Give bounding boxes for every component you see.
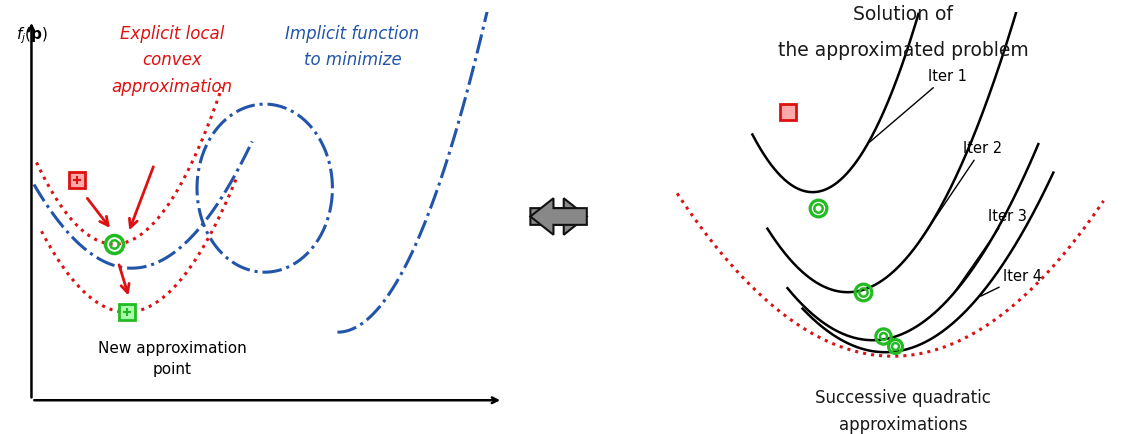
- Text: Explicit local
convex
approximation: Explicit local convex approximation: [112, 25, 233, 95]
- Text: Successive quadratic
approximations: Successive quadratic approximations: [815, 388, 991, 433]
- FancyArrow shape: [530, 199, 587, 235]
- Text: Solution of: Solution of: [853, 5, 953, 24]
- Text: the approximated problem: the approximated problem: [777, 41, 1028, 60]
- FancyArrow shape: [530, 199, 587, 235]
- Text: Implicit function
to minimize: Implicit function to minimize: [285, 25, 420, 69]
- Text: Iter 1: Iter 1: [870, 69, 967, 143]
- Text: Iter 2: Iter 2: [920, 141, 1002, 242]
- Text: New approximation
point: New approximation point: [98, 340, 246, 376]
- Text: $f_j(\mathbf{p})$: $f_j(\mathbf{p})$: [16, 25, 49, 46]
- Text: Iter 3: Iter 3: [954, 209, 1027, 292]
- Text: Iter 4: Iter 4: [980, 269, 1042, 296]
